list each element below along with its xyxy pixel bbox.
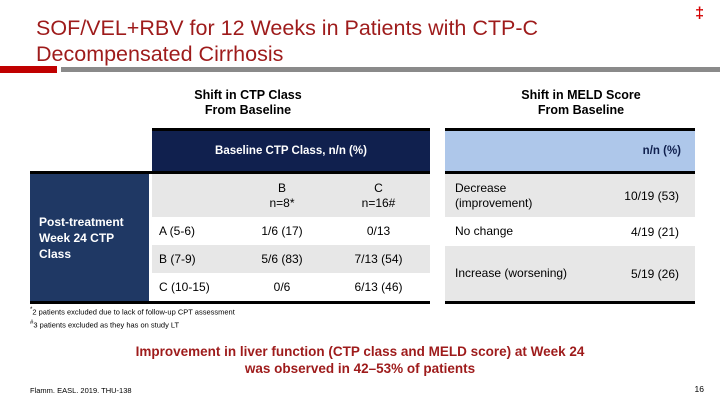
slide-title-line2: Decompensated Cirrhosis (36, 42, 284, 66)
ctp-table-header: Baseline CTP Class, n/n (%) (152, 128, 430, 171)
cell-value: 0/6 (273, 280, 291, 294)
cell-value: 1/6 (17) (261, 224, 303, 238)
meld-section-title: Shift in MELD Score From Baseline (521, 88, 641, 117)
cell-value: 5/6 (83) (261, 252, 303, 266)
ctp-table-divider-line (30, 171, 430, 174)
row-label: A (5-6) (159, 224, 196, 238)
ctp-col-header-c: C n=16# (361, 180, 396, 210)
conclusion-statement: Improvement in liver function (CTP class… (135, 344, 585, 376)
table-row: C (10-15) 0/6 6/13 (46) (152, 273, 430, 301)
title-rule-gray-segment (61, 67, 720, 72)
meld-table-body: Decrease (improvement) 10/19 (53) No cha… (445, 174, 695, 301)
cell-value: 6/13 (46) (354, 280, 403, 294)
table-row: Decrease (improvement) 10/19 (53) (445, 174, 695, 217)
ctp-column-header-row: B n=8* C n=16# (152, 174, 430, 217)
table-row: No change 4/19 (21) (445, 217, 695, 246)
ctp-row-group-label: Post-treatment Week 24 CTP Class (30, 174, 149, 301)
table-row: A (5-6) 1/6 (17) 0/13 (152, 217, 430, 245)
title-rule-red-segment (0, 66, 57, 73)
footnote-line: *2 patients excluded due to lack of foll… (30, 307, 235, 317)
double-dagger-mark: ‡ (695, 5, 704, 22)
ctp-section-title: Shift in CTP Class From Baseline (194, 88, 302, 117)
slide-title: SOF/VEL+RBV for 12 Weeks in Patients wit… (36, 15, 666, 67)
meld-table-bottom-border (445, 301, 695, 304)
ctp-table-body: B n=8* C n=16# A (5-6) 1/6 (17) 0/13 B (… (152, 174, 430, 301)
slide-title-line1: SOF/VEL+RBV for 12 Weeks in Patients wit… (36, 16, 539, 40)
row-label: Decrease (improvement) (455, 180, 533, 210)
ctp-col-header-b: B n=8* (269, 180, 295, 210)
ctp-corner-cell (152, 174, 237, 217)
page-number: 16 (694, 384, 704, 394)
cell-value: 10/19 (53) (624, 188, 679, 203)
table-row: Increase (worsening) 5/19 (26) (445, 246, 695, 301)
meld-table-divider-line (445, 171, 695, 174)
row-label: C (10-15) (159, 280, 210, 294)
citation-text: Flamm. EASL. 2019. THU-138 (30, 386, 132, 395)
cell-value: 4/19 (21) (630, 224, 679, 239)
cell-value: 7/13 (54) (354, 252, 403, 266)
cell-value: 0/13 (366, 224, 391, 238)
table-row: B (7-9) 5/6 (83) 7/13 (54) (152, 245, 430, 273)
row-label: No change (455, 224, 514, 238)
cell-value: 5/19 (26) (630, 266, 679, 281)
row-label: B (7-9) (159, 252, 196, 266)
footnote-line: #3 patients excluded as they has on stud… (30, 319, 180, 330)
ctp-table-bottom-border (30, 301, 430, 304)
footnotes: *2 patients excluded due to lack of foll… (30, 305, 235, 330)
row-label: Increase (worsening) (455, 266, 568, 280)
meld-table-header: n/n (%) (445, 128, 695, 171)
